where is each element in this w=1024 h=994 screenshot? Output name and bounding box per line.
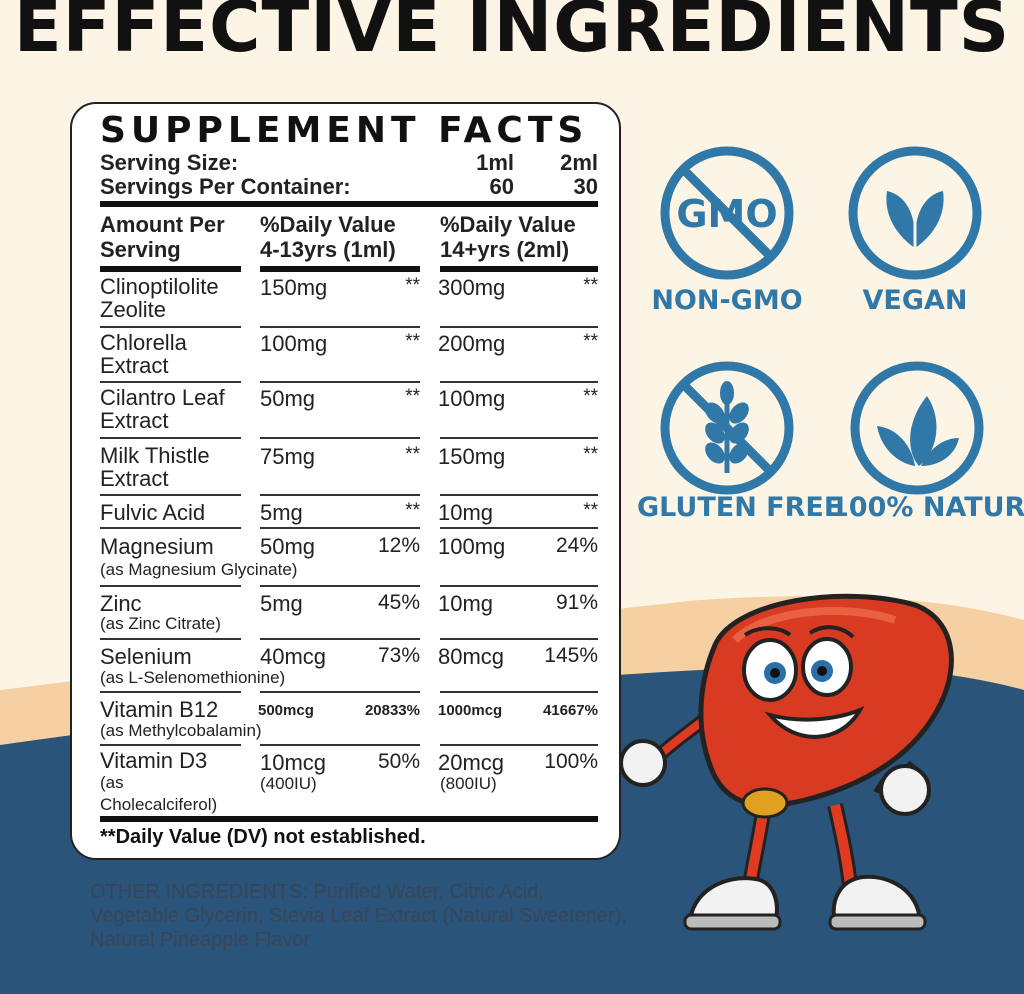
divider-thick: [260, 266, 420, 272]
natural-label: 100% NATURAL: [830, 492, 1024, 523]
header-amount: Amount Per Serving: [100, 212, 225, 262]
amount-1: 5mg: [260, 591, 303, 616]
amount-2: 20mcg: [438, 750, 505, 775]
servings-label: Servings Per Container:: [100, 174, 351, 199]
panel-title: SUPPLEMENT FACTS: [100, 110, 589, 151]
other-ingredients-label: OTHER INGREDIENTS:: [90, 881, 308, 903]
amount-1: 75mg: [260, 444, 316, 469]
ingredient-name: Vitamin D3 (as Cholecalciferol): [100, 748, 218, 815]
dv-1: **: [405, 500, 420, 521]
non-gmo-label: NON-GMO: [651, 285, 803, 316]
dv-1: **: [405, 444, 420, 465]
amount-2: 80mcg: [438, 644, 505, 669]
serving-size-2: 2ml: [560, 150, 598, 175]
ingredient-name: Chlorella Extract: [100, 330, 187, 378]
natural-leaves-icon: [850, 361, 984, 495]
dv-1: 73%: [377, 644, 420, 667]
dv-2: 41667%: [542, 702, 598, 719]
ingredient-source: (as Zinc Citrate): [100, 614, 221, 633]
amount-1: 50mg: [260, 534, 316, 559]
gluten-free-label: GLUTEN FREE: [637, 492, 843, 523]
dv-1: 45%: [377, 591, 420, 614]
dv-2: 91%: [555, 591, 598, 614]
amount-1: 40mcg: [260, 644, 327, 669]
ingredient-source: (as Magnesium Glycinate): [100, 560, 298, 579]
dv-1: **: [405, 275, 420, 296]
ingredient-source: (as L-Selenomethionine): [100, 668, 286, 687]
dv-2: **: [583, 500, 598, 521]
other-ingredients-text: Purified Water, Citric Acid, Vegetable G…: [90, 881, 627, 951]
vegan-label: VEGAN: [862, 285, 968, 316]
amount-2: 300mg: [438, 275, 506, 300]
amount-2: 200mg: [438, 331, 506, 356]
ingredient-name: Magnesium: [100, 534, 214, 559]
dv-1: 12%: [377, 534, 420, 557]
ingredient-name: Fulvic Acid: [100, 500, 206, 525]
ingredient-name: Vitamin B12: [100, 697, 219, 722]
dv-2: **: [583, 275, 598, 296]
non-gmo-icon: GMO: [660, 146, 794, 280]
footnote: **Daily Value (DV) not established.: [100, 826, 426, 848]
dv-1: 20833%: [364, 702, 420, 719]
ingredient-source: (as Methylcobalamin): [100, 721, 262, 740]
divider-thick: [100, 816, 598, 822]
amount-2: 150mg: [438, 444, 506, 469]
ingredient-name: Zinc: [100, 591, 142, 616]
amount-1-iu: (400IU): [260, 774, 317, 793]
amount-1: 150mg: [260, 275, 328, 300]
header-dv-1: %Daily Value 4-13yrs (1ml): [260, 212, 396, 262]
amount-2: 1000mcg: [438, 702, 503, 719]
amount-1: 500mcg: [258, 702, 314, 719]
amount-2: 100mg: [438, 386, 506, 411]
page-title: EFFECTIVE INGREDIENTS: [13, 0, 1011, 68]
supplement-facts-panel: SUPPLEMENT FACTS Serving Size: 1ml 2ml S…: [70, 102, 621, 860]
divider-thick: [440, 266, 598, 272]
ingredient-name: Selenium: [100, 644, 192, 669]
dv-2: 100%: [544, 750, 598, 773]
amount-2: 10mg: [438, 591, 494, 616]
dv-1: **: [405, 331, 420, 352]
amount-2: 10mg: [438, 500, 494, 525]
amount-1: 5mg: [260, 500, 303, 525]
other-ingredients: OTHER INGREDIENTS: Purified Water, Citri…: [90, 880, 630, 952]
dv-2: 145%: [544, 644, 598, 667]
amount-1: 10mcg: [260, 750, 327, 775]
dv-1: 50%: [377, 750, 420, 773]
dv-2: **: [583, 386, 598, 407]
amount-1: 50mg: [260, 386, 316, 411]
divider-thick: [100, 266, 241, 272]
header-dv-2: %Daily Value 14+yrs (2ml): [440, 212, 576, 262]
vegan-leaf-icon: [848, 146, 982, 280]
ingredient-name: Clinoptilolite Zeolite: [100, 274, 219, 322]
serving-size-label: Serving Size:: [100, 150, 239, 175]
amount-2-iu: (800IU): [440, 774, 497, 793]
servings-1: 60: [489, 174, 514, 199]
divider-thick: [100, 201, 598, 207]
liver-mascot-illustration: [619, 593, 954, 931]
amount-2: 100mg: [438, 534, 506, 559]
dv-2: 24%: [555, 534, 598, 557]
ingredient-name: Cilantro Leaf Extract: [100, 385, 225, 433]
gluten-free-wheat-icon: [660, 361, 794, 495]
amount-1: 100mg: [260, 331, 328, 356]
ingredient-name: Milk Thistle Extract: [100, 443, 210, 491]
dv-1: **: [405, 386, 420, 407]
servings-2: 30: [573, 174, 598, 199]
dv-2: **: [583, 444, 598, 465]
serving-size-1: 1ml: [476, 150, 514, 175]
dv-2: **: [583, 331, 598, 352]
